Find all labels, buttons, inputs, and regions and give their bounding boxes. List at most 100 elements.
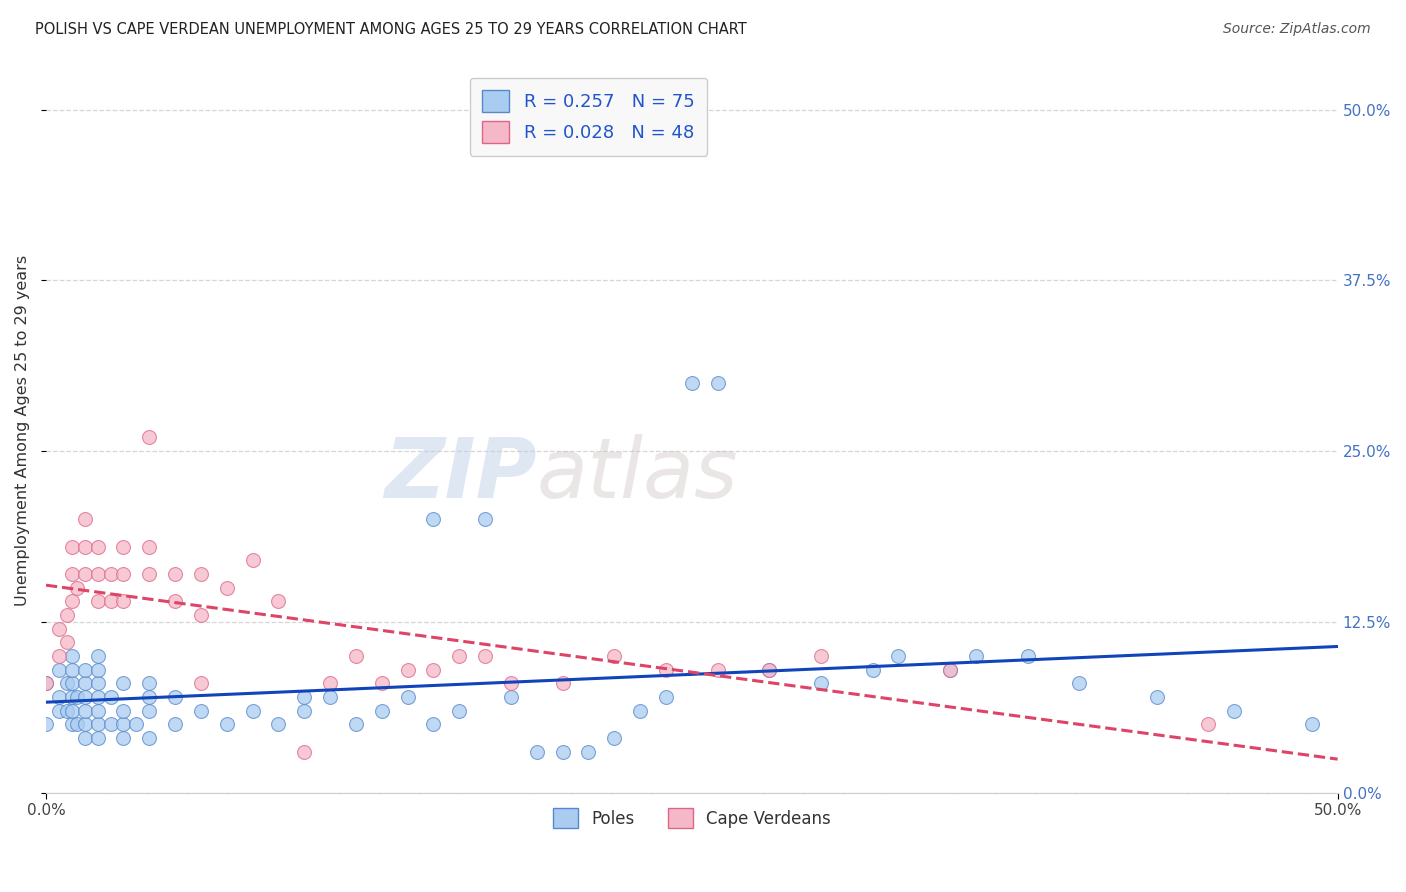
Point xyxy=(86,731,108,745)
Point xyxy=(190,608,212,623)
Point xyxy=(396,690,419,704)
Point xyxy=(60,690,83,704)
Point xyxy=(422,717,444,731)
Point xyxy=(1198,717,1220,731)
Point xyxy=(422,663,444,677)
Point xyxy=(965,648,987,663)
Point xyxy=(60,663,83,677)
Point xyxy=(125,717,148,731)
Point xyxy=(100,594,122,608)
Point xyxy=(86,663,108,677)
Point xyxy=(73,540,96,554)
Point xyxy=(66,717,89,731)
Point xyxy=(628,704,651,718)
Point xyxy=(66,690,89,704)
Point xyxy=(1069,676,1091,690)
Point xyxy=(267,717,290,731)
Point xyxy=(86,567,108,582)
Point xyxy=(165,690,187,704)
Point xyxy=(655,663,678,677)
Point xyxy=(112,594,135,608)
Point xyxy=(758,663,780,677)
Point xyxy=(112,676,135,690)
Point xyxy=(60,594,83,608)
Point xyxy=(60,567,83,582)
Y-axis label: Unemployment Among Ages 25 to 29 years: Unemployment Among Ages 25 to 29 years xyxy=(15,255,30,607)
Point xyxy=(449,648,471,663)
Point xyxy=(526,745,548,759)
Point xyxy=(55,635,77,649)
Point xyxy=(48,663,70,677)
Point xyxy=(112,731,135,745)
Point xyxy=(939,663,962,677)
Point xyxy=(100,717,122,731)
Point xyxy=(112,717,135,731)
Point xyxy=(86,648,108,663)
Point xyxy=(60,676,83,690)
Point xyxy=(190,704,212,718)
Point xyxy=(100,690,122,704)
Point xyxy=(138,676,160,690)
Point xyxy=(73,567,96,582)
Point xyxy=(138,540,160,554)
Point xyxy=(1223,704,1246,718)
Point xyxy=(474,648,496,663)
Point xyxy=(165,594,187,608)
Point xyxy=(1017,648,1039,663)
Point xyxy=(396,663,419,677)
Point xyxy=(73,731,96,745)
Point xyxy=(499,676,522,690)
Point xyxy=(242,553,264,567)
Point xyxy=(190,676,212,690)
Point xyxy=(86,594,108,608)
Point xyxy=(138,430,160,444)
Point xyxy=(319,690,342,704)
Point xyxy=(449,704,471,718)
Point xyxy=(371,704,394,718)
Point xyxy=(55,676,77,690)
Point xyxy=(887,648,910,663)
Point xyxy=(86,540,108,554)
Point xyxy=(655,690,678,704)
Point xyxy=(138,704,160,718)
Point xyxy=(810,676,832,690)
Point xyxy=(165,717,187,731)
Point xyxy=(862,663,884,677)
Point xyxy=(1301,717,1323,731)
Point xyxy=(112,567,135,582)
Point xyxy=(165,567,187,582)
Point xyxy=(681,376,703,390)
Point xyxy=(292,704,315,718)
Point xyxy=(1146,690,1168,704)
Point xyxy=(73,512,96,526)
Point xyxy=(706,376,728,390)
Point xyxy=(190,567,212,582)
Point xyxy=(86,704,108,718)
Point xyxy=(35,676,58,690)
Point xyxy=(603,731,626,745)
Point xyxy=(73,676,96,690)
Point xyxy=(138,690,160,704)
Point xyxy=(60,540,83,554)
Point xyxy=(73,663,96,677)
Point xyxy=(60,704,83,718)
Point xyxy=(48,704,70,718)
Point xyxy=(86,690,108,704)
Text: POLISH VS CAPE VERDEAN UNEMPLOYMENT AMONG AGES 25 TO 29 YEARS CORRELATION CHART: POLISH VS CAPE VERDEAN UNEMPLOYMENT AMON… xyxy=(35,22,747,37)
Point xyxy=(422,512,444,526)
Point xyxy=(60,717,83,731)
Point xyxy=(215,581,238,595)
Point xyxy=(758,663,780,677)
Point xyxy=(344,648,367,663)
Point xyxy=(86,676,108,690)
Point xyxy=(292,745,315,759)
Point xyxy=(73,704,96,718)
Point xyxy=(48,690,70,704)
Point xyxy=(112,704,135,718)
Point xyxy=(474,512,496,526)
Point xyxy=(551,745,574,759)
Point xyxy=(267,594,290,608)
Point xyxy=(73,690,96,704)
Point xyxy=(810,648,832,663)
Point xyxy=(319,676,342,690)
